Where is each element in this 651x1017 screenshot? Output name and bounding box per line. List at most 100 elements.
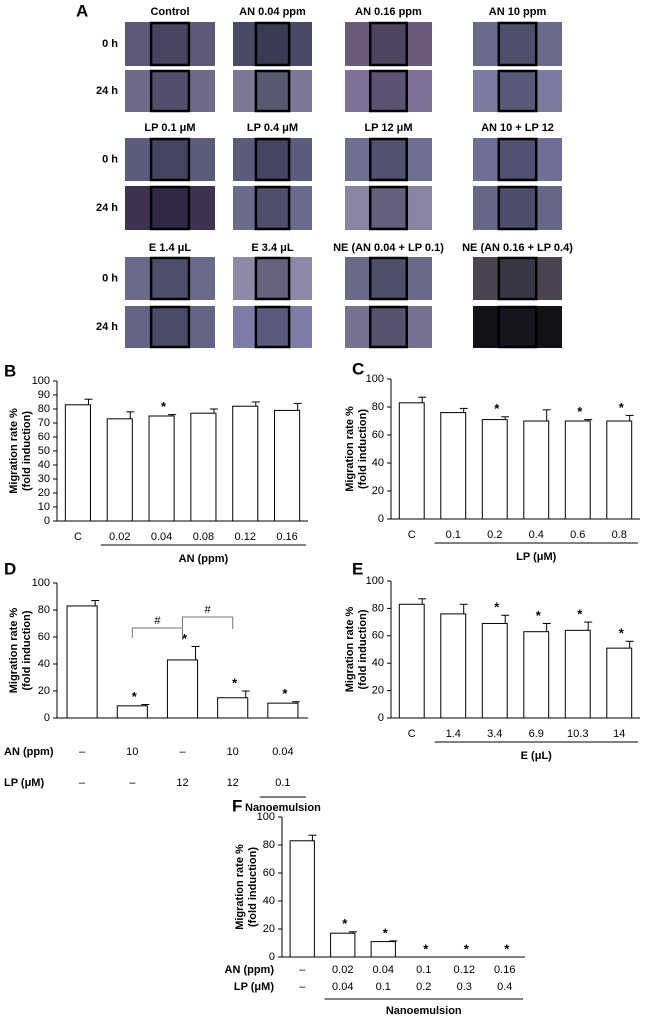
column-header: LP 0.1 μM [144,122,195,134]
micrograph [345,22,432,66]
panel-letter: D [4,559,16,578]
bracket [182,616,234,629]
row-label: AN (ppm) [4,746,54,758]
x-tick-label: 0.08 [193,531,214,543]
wound-area [368,69,409,113]
bracket-label: # [205,604,212,616]
row-value: – [299,981,306,993]
y-tick-label: 60 [38,631,50,643]
significance-mark: * [619,400,625,415]
bar [523,631,550,719]
wound-area [254,69,291,113]
y-tick-label: 0 [44,515,50,527]
bar [66,605,98,719]
micrograph [125,257,215,300]
bar [398,402,425,520]
significance-mark: * [383,925,389,940]
micrograph [233,138,312,181]
panel-letter: E [352,559,363,578]
significance-mark: * [504,941,510,956]
row-value: 10 [126,746,138,758]
bar [440,412,467,520]
row-label: 24 h [96,85,118,97]
wound-area [149,305,191,349]
column-header: LP 12 μM [364,122,412,134]
row-value: – [299,964,306,976]
micrograph [233,306,312,348]
y-tick-label: 100 [257,811,275,823]
bar [440,613,467,719]
row-value: – [179,746,186,758]
y-tick-label: 40 [372,457,384,469]
significance-mark: * [577,404,583,419]
micrograph [125,306,215,348]
wound-area [497,137,538,182]
micrograph [125,138,215,181]
x-tick-label: C [74,531,82,543]
bar [166,659,199,719]
micrograph [233,257,312,300]
panel-letter: B [4,361,16,380]
significance-mark: * [182,631,188,646]
bar [398,603,425,719]
x-axis-label: Nanoemulsion [386,1005,462,1017]
y-axis-label: Migration rate % [8,408,20,494]
significance-mark: * [464,941,470,956]
wound-area [368,305,409,349]
column-header: E 3.4 μL [251,242,293,254]
y-axis-label: (fold induction) [357,409,369,489]
y-tick-label: 10 [38,501,50,513]
row-value: 0.04 [272,746,293,758]
significance-mark: * [619,626,625,641]
y-axis-label: (fold induction) [357,609,369,689]
y-tick-label: 0 [44,712,50,724]
x-tick-label: 1.4 [446,728,461,740]
x-axis-label: Nanoemulsion [245,802,321,814]
row-label: 0 h [102,38,118,50]
x-tick-label: 0.4 [529,529,544,541]
micrograph [233,22,312,66]
y-tick-label: 0 [269,951,275,963]
row-label: LP (μM) [4,777,44,789]
row-label: 24 h [96,202,118,214]
row-value: 0.1 [275,777,290,789]
row-value: – [79,777,86,789]
x-tick-label: 0.16 [276,531,297,543]
x-tick-label: 0.02 [109,531,130,543]
x-tick-label: 0.2 [487,529,502,541]
significance-mark: * [282,686,288,701]
y-tick-label: 80 [38,403,50,415]
micrograph [233,70,312,112]
x-tick-label: 0.6 [570,529,585,541]
wound-area [368,185,409,231]
y-tick-label: 100 [366,373,384,385]
column-header: AN 0.04 ppm [239,6,306,18]
bar [217,697,249,719]
row-value: 0.1 [416,964,431,976]
wound-area [497,21,538,67]
x-tick-label: 10.3 [567,728,588,740]
bracket-label: # [154,615,161,627]
row-label: AN (ppm) [225,964,275,976]
x-tick-label: C [408,529,416,541]
micrograph [473,257,562,300]
x-tick-label: 6.9 [529,728,544,740]
micrograph [473,186,562,230]
y-axis-label: (fold induction) [21,610,33,690]
y-tick-label: 60 [263,867,275,879]
significance-mark: * [423,941,429,956]
y-tick-label: 0 [378,513,384,525]
row-value: 12 [176,777,188,789]
bar [274,409,301,522]
wound-area [254,21,291,67]
x-axis-label: LP (μM) [516,551,556,563]
y-tick-label: 100 [32,375,50,387]
wound-area [149,185,191,231]
row-label: 0 h [102,272,118,284]
column-header: E 1.4 μL [149,242,191,254]
significance-mark: * [577,607,583,622]
y-tick-label: 60 [372,429,384,441]
bar [106,418,133,522]
x-tick-label: 0.12 [235,531,256,543]
